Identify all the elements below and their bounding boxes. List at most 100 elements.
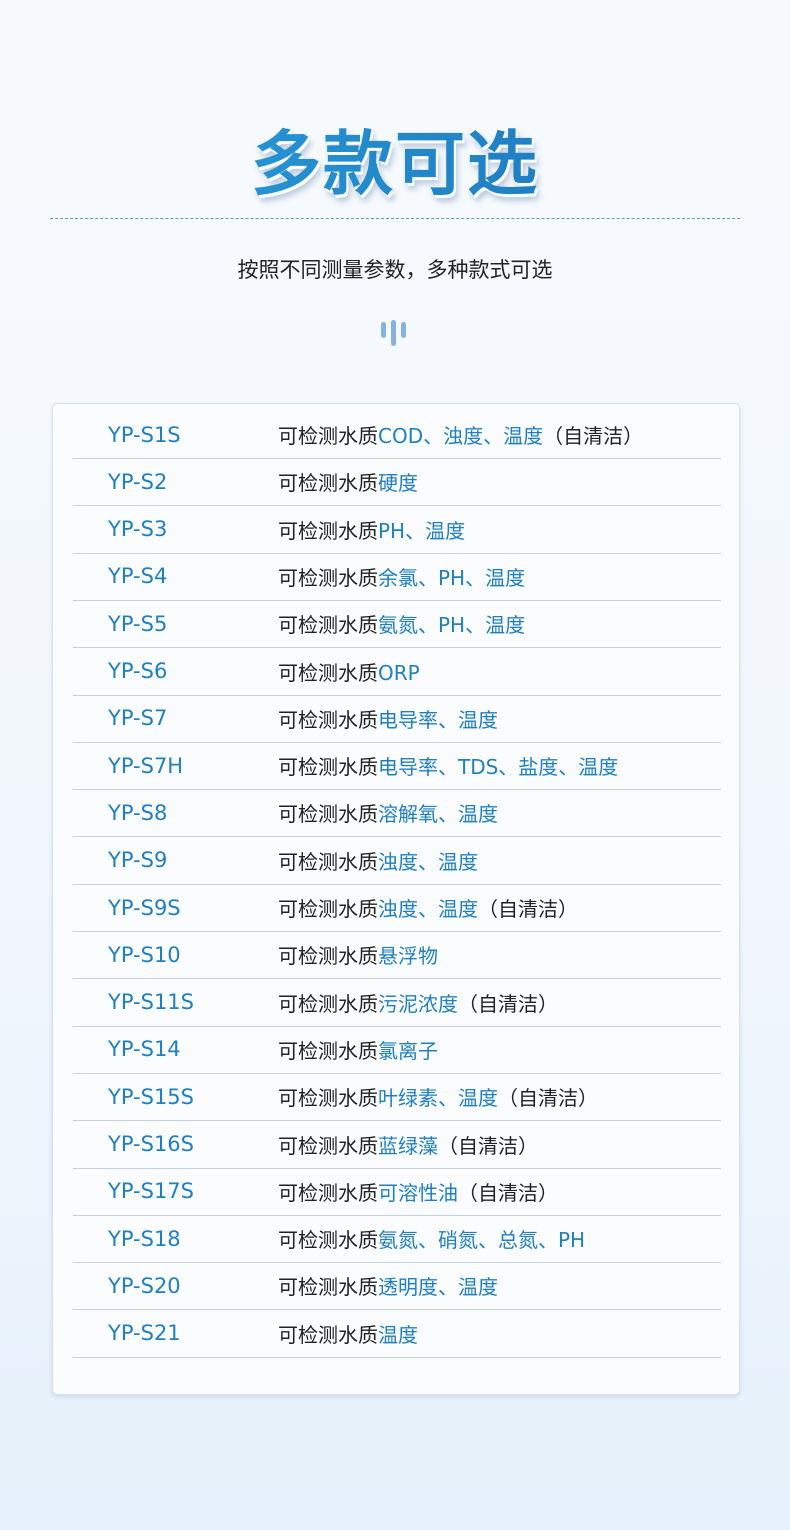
- description-suffix: （自清洁）: [438, 1133, 538, 1158]
- model-table: YP-S1S 可检测水质COD、浊度、温度（自清洁） YP-S2 可检测水质硬度 Y…: [52, 403, 740, 1395]
- table-row: YP-S10 可检测水质悬浮物: [73, 931, 721, 980]
- description-prefix: 可检测水质: [278, 471, 378, 496]
- measured-params: 透明度、温度: [378, 1275, 498, 1300]
- model-name: YP-S18: [108, 1226, 181, 1251]
- description-prefix: 可检测水质: [278, 944, 378, 969]
- measured-params: PH、温度: [378, 518, 466, 543]
- model-description: 可检测水质浊度、温度（自清洁）: [278, 893, 578, 922]
- model-description: 可检测水质电导率、温度: [278, 704, 498, 733]
- model-name: YP-S7H: [108, 753, 184, 778]
- model-name: YP-S4: [108, 564, 168, 589]
- model-name: YP-S17S: [108, 1179, 194, 1204]
- model-name: YP-S21: [108, 1321, 181, 1346]
- description-prefix: 可检测水质: [278, 613, 378, 638]
- description-prefix: 可检测水质: [278, 660, 378, 685]
- description-prefix: 可检测水质: [278, 707, 378, 732]
- table-row: YP-S2 可检测水质硬度: [73, 458, 721, 507]
- measured-params: COD、浊度、温度: [378, 424, 544, 448]
- model-description: 可检测水质叶绿素、温度（自清洁）: [278, 1082, 598, 1111]
- subtitle: 按照不同测量参数，多种款式可选: [237, 258, 553, 282]
- description-prefix: 可检测水质: [278, 1133, 378, 1158]
- description-prefix: 可检测水质: [278, 1180, 378, 1205]
- description-prefix: 可检测水质: [278, 1275, 378, 1300]
- model-description: 可检测水质电导率、TDS、盐度、温度: [278, 751, 618, 780]
- measured-params: 蓝绿藻: [378, 1133, 438, 1158]
- model-name: YP-S16S: [108, 1132, 194, 1156]
- measured-params: 电导率、温度: [378, 707, 498, 732]
- description-suffix: （自清洁）: [458, 1180, 558, 1205]
- model-description: 可检测水质溶解氧、温度: [278, 798, 498, 827]
- table-row: YP-S11S 可检测水质污泥浓度（自清洁）: [73, 979, 721, 1027]
- table-row: YP-S17S 可检测水质可溶性油（自清洁）: [73, 1168, 721, 1216]
- model-name: YP-S9S: [108, 895, 181, 920]
- measured-params: 污泥浓度: [378, 991, 458, 1016]
- model-description: 可检测水质余氯、PH、温度: [278, 562, 525, 591]
- model-description: 可检测水质氯离子: [278, 1035, 438, 1064]
- table-row: YP-S16S 可检测水质蓝绿藻（自清洁）: [73, 1121, 721, 1169]
- model-description: 可检测水质悬浮物: [278, 940, 438, 969]
- description-prefix: 可检测水质: [278, 518, 378, 543]
- table-row: YP-S7 可检测水质电导率、温度: [73, 695, 721, 743]
- model-name: YP-S2: [108, 469, 168, 494]
- model-description: 可检测水质可溶性油（自清洁）: [278, 1177, 558, 1206]
- table-row: YP-S20 可检测水质透明度、温度: [73, 1262, 721, 1311]
- measured-params: 温度: [378, 1322, 418, 1347]
- table-row: YP-S1S 可检测水质COD、浊度、温度（自清洁）: [73, 411, 721, 459]
- description-suffix: （自清洁）: [478, 897, 578, 921]
- model-name: YP-S7: [108, 706, 168, 731]
- table-row: YP-S6 可检测水质ORP: [73, 648, 721, 696]
- table-row: YP-S5 可检测水质氨氮、PH、温度: [73, 600, 721, 649]
- table-row: YP-S21 可检测水质温度: [73, 1310, 721, 1358]
- table-row: YP-S3 可检测水质PH、温度: [73, 506, 721, 554]
- model-name: YP-S10: [108, 942, 181, 967]
- model-description: 可检测水质温度: [278, 1319, 418, 1348]
- measured-params: 氨氮、硝氮、总氮、PH: [378, 1228, 586, 1253]
- measured-params: ORP: [378, 660, 420, 685]
- measured-params: 叶绿素、温度: [378, 1086, 498, 1111]
- model-name: YP-S9: [108, 848, 168, 873]
- measured-params: 悬浮物: [378, 944, 438, 969]
- table-row: YP-S15S 可检测水质叶绿素、温度（自清洁）: [73, 1073, 721, 1122]
- measured-params: 溶解氧、温度: [378, 802, 498, 827]
- page-title: 多款可选: [0, 108, 790, 209]
- model-name: YP-S1S: [108, 422, 181, 447]
- description-prefix: 可检测水质: [278, 897, 378, 921]
- model-name: YP-S8: [108, 800, 168, 825]
- measured-params: 硬度: [378, 471, 418, 496]
- model-name: YP-S20: [108, 1273, 181, 1298]
- measured-params: 浊度、温度: [378, 849, 478, 874]
- table-row: YP-S8 可检测水质溶解氧、温度: [73, 789, 721, 838]
- model-description: 可检测水质污泥浓度（自清洁）: [278, 988, 558, 1017]
- description-prefix: 可检测水质: [278, 755, 378, 780]
- table-row: YP-S9 可检测水质浊度、温度: [73, 837, 721, 885]
- measured-params: 氨氮、PH、温度: [378, 613, 526, 638]
- description-prefix: 可检测水质: [278, 424, 378, 448]
- description-suffix: （自清洁）: [498, 1086, 598, 1111]
- model-name: YP-S11S: [108, 990, 194, 1015]
- model-description: 可检测水质浊度、温度: [278, 846, 478, 875]
- model-name: YP-S5: [108, 611, 168, 636]
- description-suffix: （自清洁）: [458, 991, 558, 1016]
- description-prefix: 可检测水质: [278, 802, 378, 827]
- decorative-bars-icon: [381, 320, 409, 346]
- description-prefix: 可检测水质: [278, 1322, 378, 1347]
- measured-params: 电导率、TDS、盐度、温度: [378, 755, 619, 780]
- model-description: 可检测水质PH、温度: [278, 515, 465, 544]
- dashed-divider: [50, 218, 740, 219]
- model-name: YP-S3: [108, 517, 168, 542]
- measured-params: 余氯、PH、温度: [378, 565, 526, 590]
- model-name: YP-S6: [108, 659, 168, 683]
- measured-params: 浊度、温度: [378, 897, 478, 921]
- description-suffix: （自清洁）: [543, 424, 644, 448]
- table-row: YP-S18 可检测水质氨氮、硝氮、总氮、PH: [73, 1215, 721, 1264]
- model-description: 可检测水质ORP: [278, 657, 420, 686]
- model-description: 可检测水质氨氮、PH、温度: [278, 609, 525, 638]
- measured-params: 可溶性油: [378, 1180, 458, 1205]
- description-prefix: 可检测水质: [278, 1086, 378, 1111]
- description-prefix: 可检测水质: [278, 565, 378, 590]
- model-description: 可检测水质氨氮、硝氮、总氮、PH: [278, 1224, 585, 1253]
- table-row: YP-S7H 可检测水质电导率、TDS、盐度、温度: [73, 742, 721, 791]
- model-description: 可检测水质透明度、温度: [278, 1271, 498, 1300]
- table-row: YP-S9S 可检测水质浊度、温度（自清洁）: [73, 884, 721, 932]
- description-prefix: 可检测水质: [278, 1228, 378, 1253]
